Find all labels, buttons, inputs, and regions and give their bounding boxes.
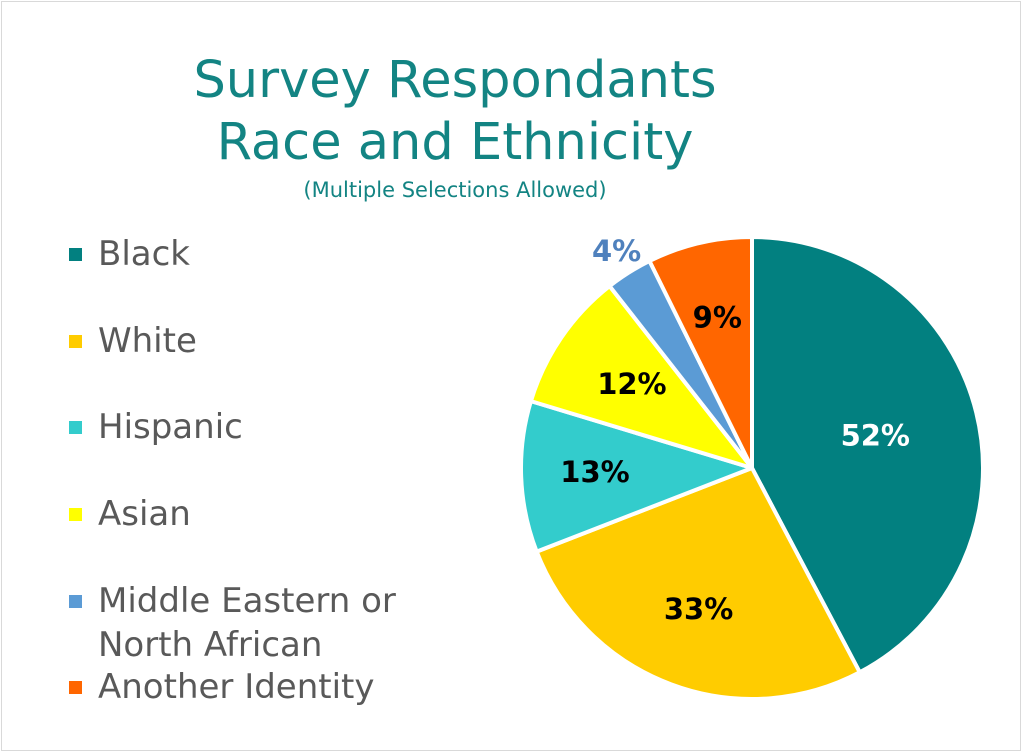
legend-label: Hispanic <box>98 405 243 449</box>
legend-swatch <box>69 681 82 694</box>
legend-label-line: Another Identity <box>98 667 375 707</box>
pie-slice <box>534 466 862 701</box>
data-label: 52% <box>841 419 910 453</box>
chart-subtitle: (Multiple Selections Allowed) <box>303 178 607 202</box>
legend-label-line: Hispanic <box>98 407 243 447</box>
legend-label-line: White <box>98 321 197 361</box>
data-label: 4% <box>592 234 641 268</box>
data-label: 13% <box>560 455 629 489</box>
legend-swatch <box>69 421 82 434</box>
pie-slice <box>647 235 754 470</box>
data-label: 9% <box>693 301 742 335</box>
chart-title: Survey Respondants Race and Ethnicity <box>100 50 810 174</box>
legend-swatch <box>69 595 82 608</box>
pie-slice <box>750 235 985 675</box>
legend-label-line: Middle Eastern or <box>98 581 396 621</box>
legend-label: White <box>98 319 197 363</box>
legend-swatch <box>69 335 82 348</box>
legend-label: Middle Eastern or North African <box>98 579 396 667</box>
legend-label-line: North African <box>98 625 323 665</box>
legend-label-line: Asian <box>98 494 191 534</box>
legend-swatch <box>69 508 82 521</box>
chart-legend: Black White Hispanic Asian Middle Eastern or… <box>62 0 482 754</box>
data-label: 33% <box>664 592 733 626</box>
chart-title-line-1: Survey Respondants <box>193 51 717 110</box>
legend-label: Another Identity <box>98 665 375 709</box>
legend-label-line: Black <box>98 234 190 274</box>
legend-label: Asian <box>98 492 191 536</box>
pie-slice <box>528 284 754 470</box>
chart-title-line-2: Race and Ethnicity <box>216 113 694 172</box>
data-label: 12% <box>597 367 666 401</box>
legend-label: Black <box>98 232 190 276</box>
legend-swatch <box>69 248 82 261</box>
pie-slice <box>519 399 754 554</box>
